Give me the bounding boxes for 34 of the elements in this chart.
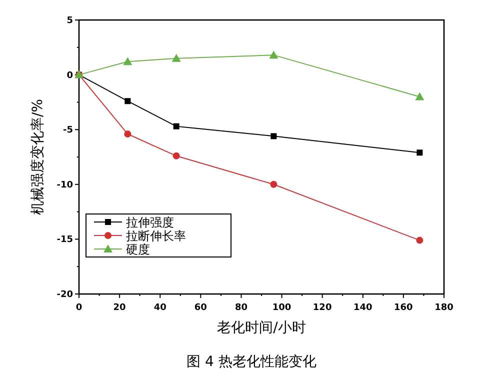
point	[270, 133, 277, 140]
x-tick-label: 160	[394, 303, 413, 313]
point	[123, 57, 132, 66]
x-tick-label: 80	[234, 303, 248, 313]
x-tick-label: 40	[154, 303, 166, 313]
point	[124, 98, 131, 104]
point	[172, 152, 180, 160]
text: 图 4 热老化性能变化	[186, 354, 316, 370]
legend-label: 硬度	[126, 242, 150, 256]
point	[416, 150, 423, 156]
y-tick-label: -5	[63, 126, 73, 136]
point	[269, 50, 278, 59]
legend-label: 拉伸强度	[126, 216, 174, 230]
point	[416, 236, 424, 244]
y-axis-title: 机械强度变化率/%	[30, 98, 46, 216]
y-tick-label: 0	[66, 70, 73, 81]
y-tick-label: -20	[56, 290, 73, 300]
y-tick-label: 5	[66, 16, 73, 26]
y-tick-label: -15	[56, 235, 73, 246]
x-tick-label: 60	[194, 303, 207, 313]
y-tick-label: -10	[56, 180, 73, 190]
x-axis-title: 老化时间/小时	[217, 320, 306, 336]
point	[172, 54, 181, 62]
x-tick-label: 100	[272, 303, 292, 313]
x-tick-label: 180	[434, 303, 454, 313]
x-tick-label: 120	[312, 303, 332, 313]
x-tick-label: 0	[76, 303, 82, 313]
legend-label: 拉断伸长率	[126, 229, 186, 243]
point	[415, 92, 424, 100]
point	[270, 180, 278, 188]
x-tick-label: 140	[353, 303, 372, 313]
point	[173, 123, 180, 130]
x-tick-label: 20	[113, 303, 126, 313]
point	[124, 130, 132, 138]
